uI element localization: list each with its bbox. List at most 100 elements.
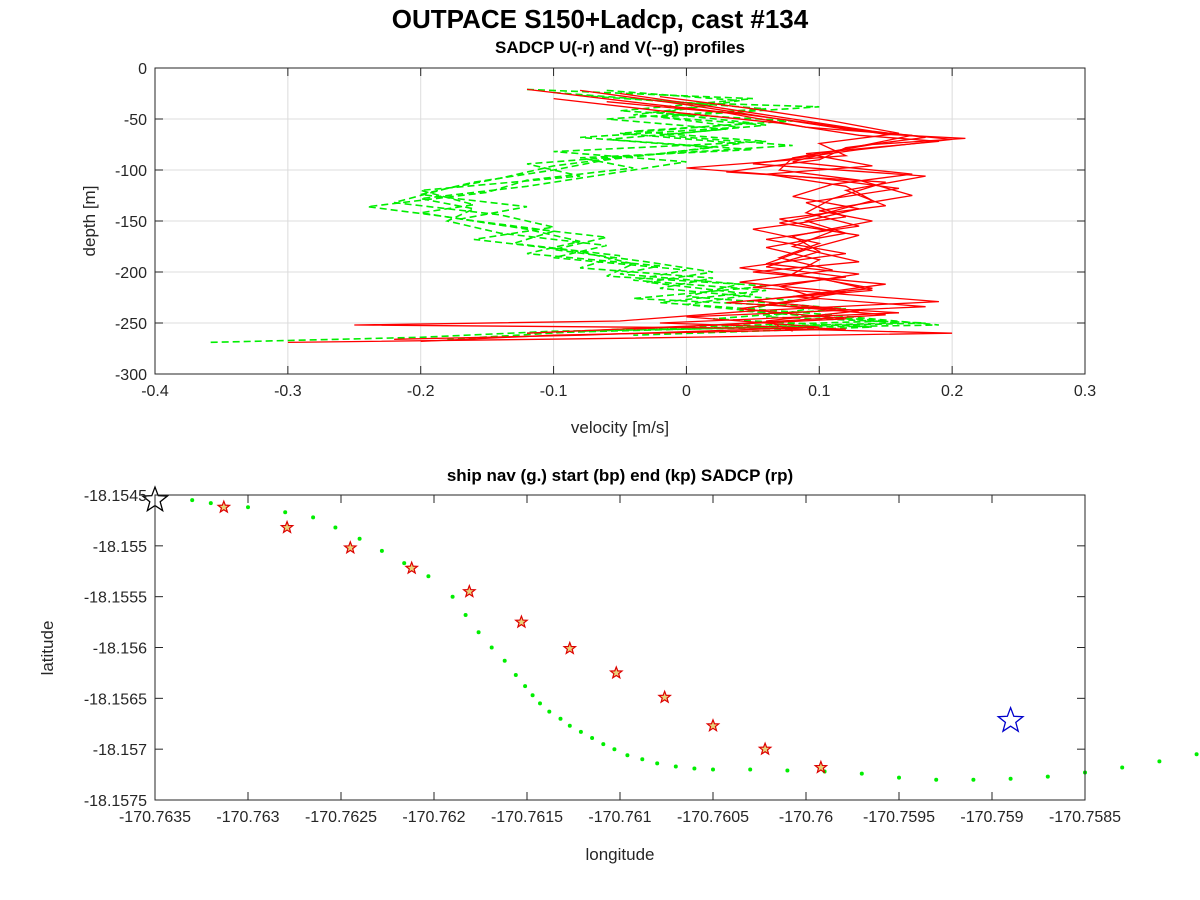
profile-data [208, 88, 966, 344]
ship-nav-point [567, 723, 572, 728]
nav-x-axis-label: longitude [585, 845, 654, 864]
nav-x-tick-label: -170.7595 [863, 809, 935, 826]
nav-x-tick-label: -170.761 [588, 809, 651, 826]
profile-y-tick-label: -150 [115, 214, 147, 231]
ship-nav-point [450, 594, 455, 599]
ship-nav-point [513, 673, 518, 677]
nav-x-tick-label: -170.7615 [491, 809, 563, 826]
nav-y-tick-label: -18.1575 [84, 793, 147, 810]
ship-nav-point [379, 548, 384, 553]
ship-nav-point [463, 613, 468, 617]
ship-nav-point [601, 742, 606, 747]
sadcp-point-star [462, 583, 477, 598]
profile-ticks: -0.4 -0.3 -0.2 -0.1 0 0.1 0.2 0.3 0 -50 -100 -150 -2… [115, 61, 1096, 400]
profile-y-axis-label: depth [m] [80, 186, 99, 257]
nav-y-tick-label: -18.157 [93, 742, 147, 759]
u-velocity-profile-line [606, 101, 913, 332]
nav-x-tick-label: -170.759 [960, 809, 1023, 826]
sadcp-point-star [514, 614, 529, 629]
nav-x-tick-label: -170.7605 [677, 809, 749, 826]
nav-x-tick-label: -170.7585 [1049, 809, 1121, 826]
ship-nav-point [612, 747, 617, 752]
nav-y-tick-label: -18.155 [93, 539, 147, 556]
profile-x-tick-label: -0.1 [540, 383, 568, 400]
profile-y-tick-label: -50 [124, 112, 147, 129]
nav-chart-title: ship nav (g.) start (bp) end (kp) SADCP … [447, 466, 793, 485]
ship-nav-point [640, 757, 645, 762]
ship-nav-point [590, 736, 595, 740]
profile-x-tick-label: 0.2 [941, 383, 963, 400]
sadcp-point-star [562, 640, 578, 655]
nav-axes: ship nav (g.) start (bp) end (kp) SADCP … [38, 466, 1199, 864]
sadcp-point-star [813, 759, 829, 774]
profile-y-tick-label: -100 [115, 163, 147, 180]
nav-data [140, 485, 1199, 782]
profile-x-tick-label: -0.3 [274, 383, 302, 400]
ship-nav-point [711, 767, 715, 772]
ship-nav-point [246, 505, 250, 510]
profile-y-tick-label: 0 [138, 61, 147, 78]
nav-y-tick-label: -18.156 [93, 641, 147, 658]
nav-y-tick-label: -18.1565 [84, 691, 147, 708]
ship-nav-point [538, 701, 542, 706]
ship-nav-point [489, 645, 494, 650]
ship-nav-point [673, 764, 678, 769]
ship-nav-point [625, 753, 630, 758]
ship-nav-point [748, 767, 753, 772]
nav-x-tick-label: -170.7625 [305, 809, 377, 826]
ship-nav-point [859, 771, 864, 776]
nav-y-tick-label: -18.1555 [84, 590, 147, 607]
start-position-star [996, 705, 1025, 733]
v-velocity-profile-line [420, 89, 900, 332]
ship-nav-point [333, 525, 338, 530]
sadcp-point-star [705, 718, 721, 733]
profile-y-tick-label: -250 [115, 316, 147, 333]
ship-nav-point [1045, 774, 1050, 779]
ship-nav-point [692, 766, 697, 771]
nav-x-tick-label: -170.763 [216, 809, 279, 826]
profile-x-axis-label: velocity [m/s] [571, 418, 669, 437]
ship-nav-point [1008, 776, 1013, 781]
nav-y-tick-label: -18.1545 [84, 488, 147, 505]
ship-nav-point [785, 768, 790, 773]
profile-x-tick-label: 0.3 [1074, 383, 1096, 400]
profile-x-tick-label: 0.1 [808, 383, 830, 400]
ship-nav-point [1120, 765, 1125, 770]
ship-nav-point [523, 684, 528, 689]
sadcp-point-star [216, 499, 232, 514]
ship-nav-point [547, 709, 552, 714]
profile-chart-title: SADCP U(-r) and V(--g) profiles [495, 38, 745, 57]
ship-nav-point [426, 574, 431, 579]
sadcp-point-star [757, 741, 773, 756]
profile-x-tick-label: -0.4 [141, 383, 169, 400]
ship-nav-point [502, 658, 507, 663]
nav-x-tick-label: -170.762 [402, 809, 465, 826]
ship-nav-point [897, 775, 901, 780]
ship-nav-point [208, 501, 213, 506]
ship-nav-point [476, 630, 481, 635]
sadcp-point-star [608, 665, 624, 680]
ship-nav-point [190, 498, 195, 503]
ship-nav-point [530, 693, 535, 698]
profile-x-tick-label: 0 [682, 383, 691, 400]
profile-y-tick-label: -200 [115, 265, 147, 282]
figure-title: OUTPACE S150+Ladcp, cast #134 [392, 4, 809, 34]
sadcp-point-star [657, 689, 672, 704]
sadcp-point-star [279, 519, 295, 534]
v-velocity-profile-line [393, 94, 926, 334]
ship-nav-point [311, 515, 316, 520]
nav-ticks: -170.7635 -170.763 -170.7625 -170.762 -170.7… [84, 488, 1121, 826]
sadcp-point-star [404, 560, 420, 575]
ship-nav-point [578, 729, 583, 734]
ship-nav-point [971, 777, 976, 782]
ship-nav-point [357, 536, 362, 541]
ship-nav-point [283, 510, 288, 515]
nav-x-tick-label: -170.76 [779, 809, 833, 826]
nav-x-tick-label: -170.7635 [119, 809, 191, 826]
ship-nav-point [558, 716, 563, 721]
ship-nav-point [655, 761, 660, 766]
v-velocity-profile-line [208, 88, 939, 344]
ship-nav-point [1157, 759, 1162, 764]
